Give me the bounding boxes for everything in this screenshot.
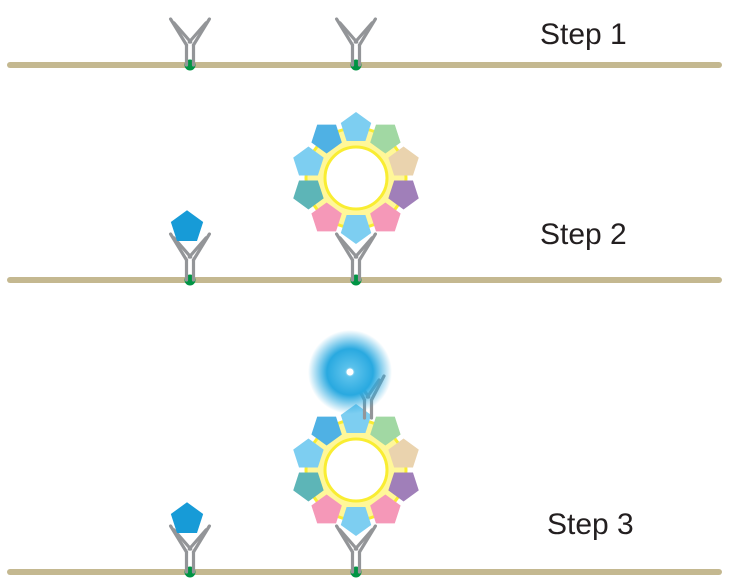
phage-coat-protein <box>341 112 371 141</box>
antigen-pentagon <box>171 502 203 533</box>
antigen-pentagon <box>171 210 203 241</box>
phage-ring-hole <box>325 147 387 209</box>
phage-coat-protein <box>341 215 371 244</box>
step-label: Step 1 <box>540 18 627 52</box>
fluorescent-core <box>347 369 354 376</box>
diagram-canvas <box>0 0 729 578</box>
step-label: Step 3 <box>547 508 634 542</box>
phage-ring-hole <box>325 439 387 501</box>
phage-coat-protein <box>341 507 371 536</box>
step-label: Step 2 <box>540 218 627 252</box>
